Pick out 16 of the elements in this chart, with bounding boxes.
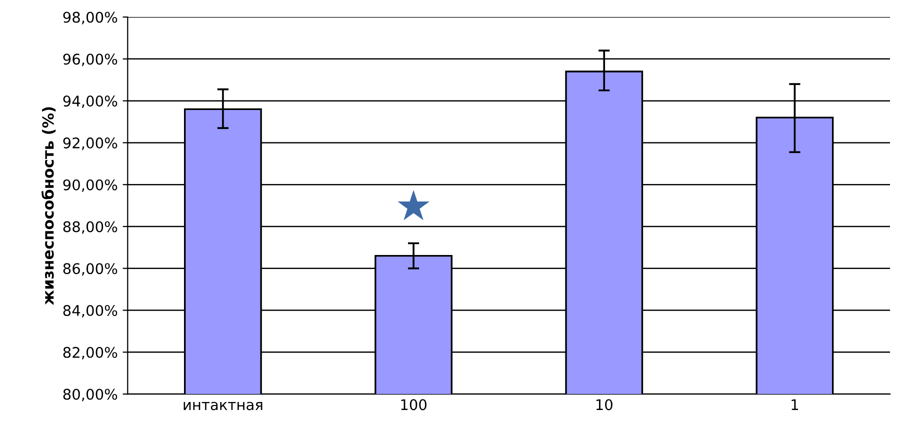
y-tick-label: 80,00% [63, 388, 118, 402]
y-tick-label: 92,00% [63, 137, 118, 150]
y-tick-label: 82,00% [63, 346, 118, 360]
x-tick-label: 1 [792, 399, 798, 410]
x-tick-label: 10 [596, 399, 612, 410]
y-tick-label: 96,00% [63, 54, 118, 66]
y-tick-label: 84,00% [63, 304, 118, 318]
y-tick-label: 88,00% [63, 221, 118, 234]
y-tick-label: 86,00% [63, 263, 118, 276]
annotation: ★ [398, 190, 430, 220]
y-tick-label: 90,00% [63, 179, 118, 192]
x-tick-label: интактная [184, 402, 262, 410]
y-axis-title: жизнеспособность (%) [41, 107, 56, 305]
y-tick-label: 94,00% [63, 96, 118, 108]
y-tick-label: 98,00% [63, 12, 118, 24]
x-tick-label: 100 [401, 399, 426, 410]
